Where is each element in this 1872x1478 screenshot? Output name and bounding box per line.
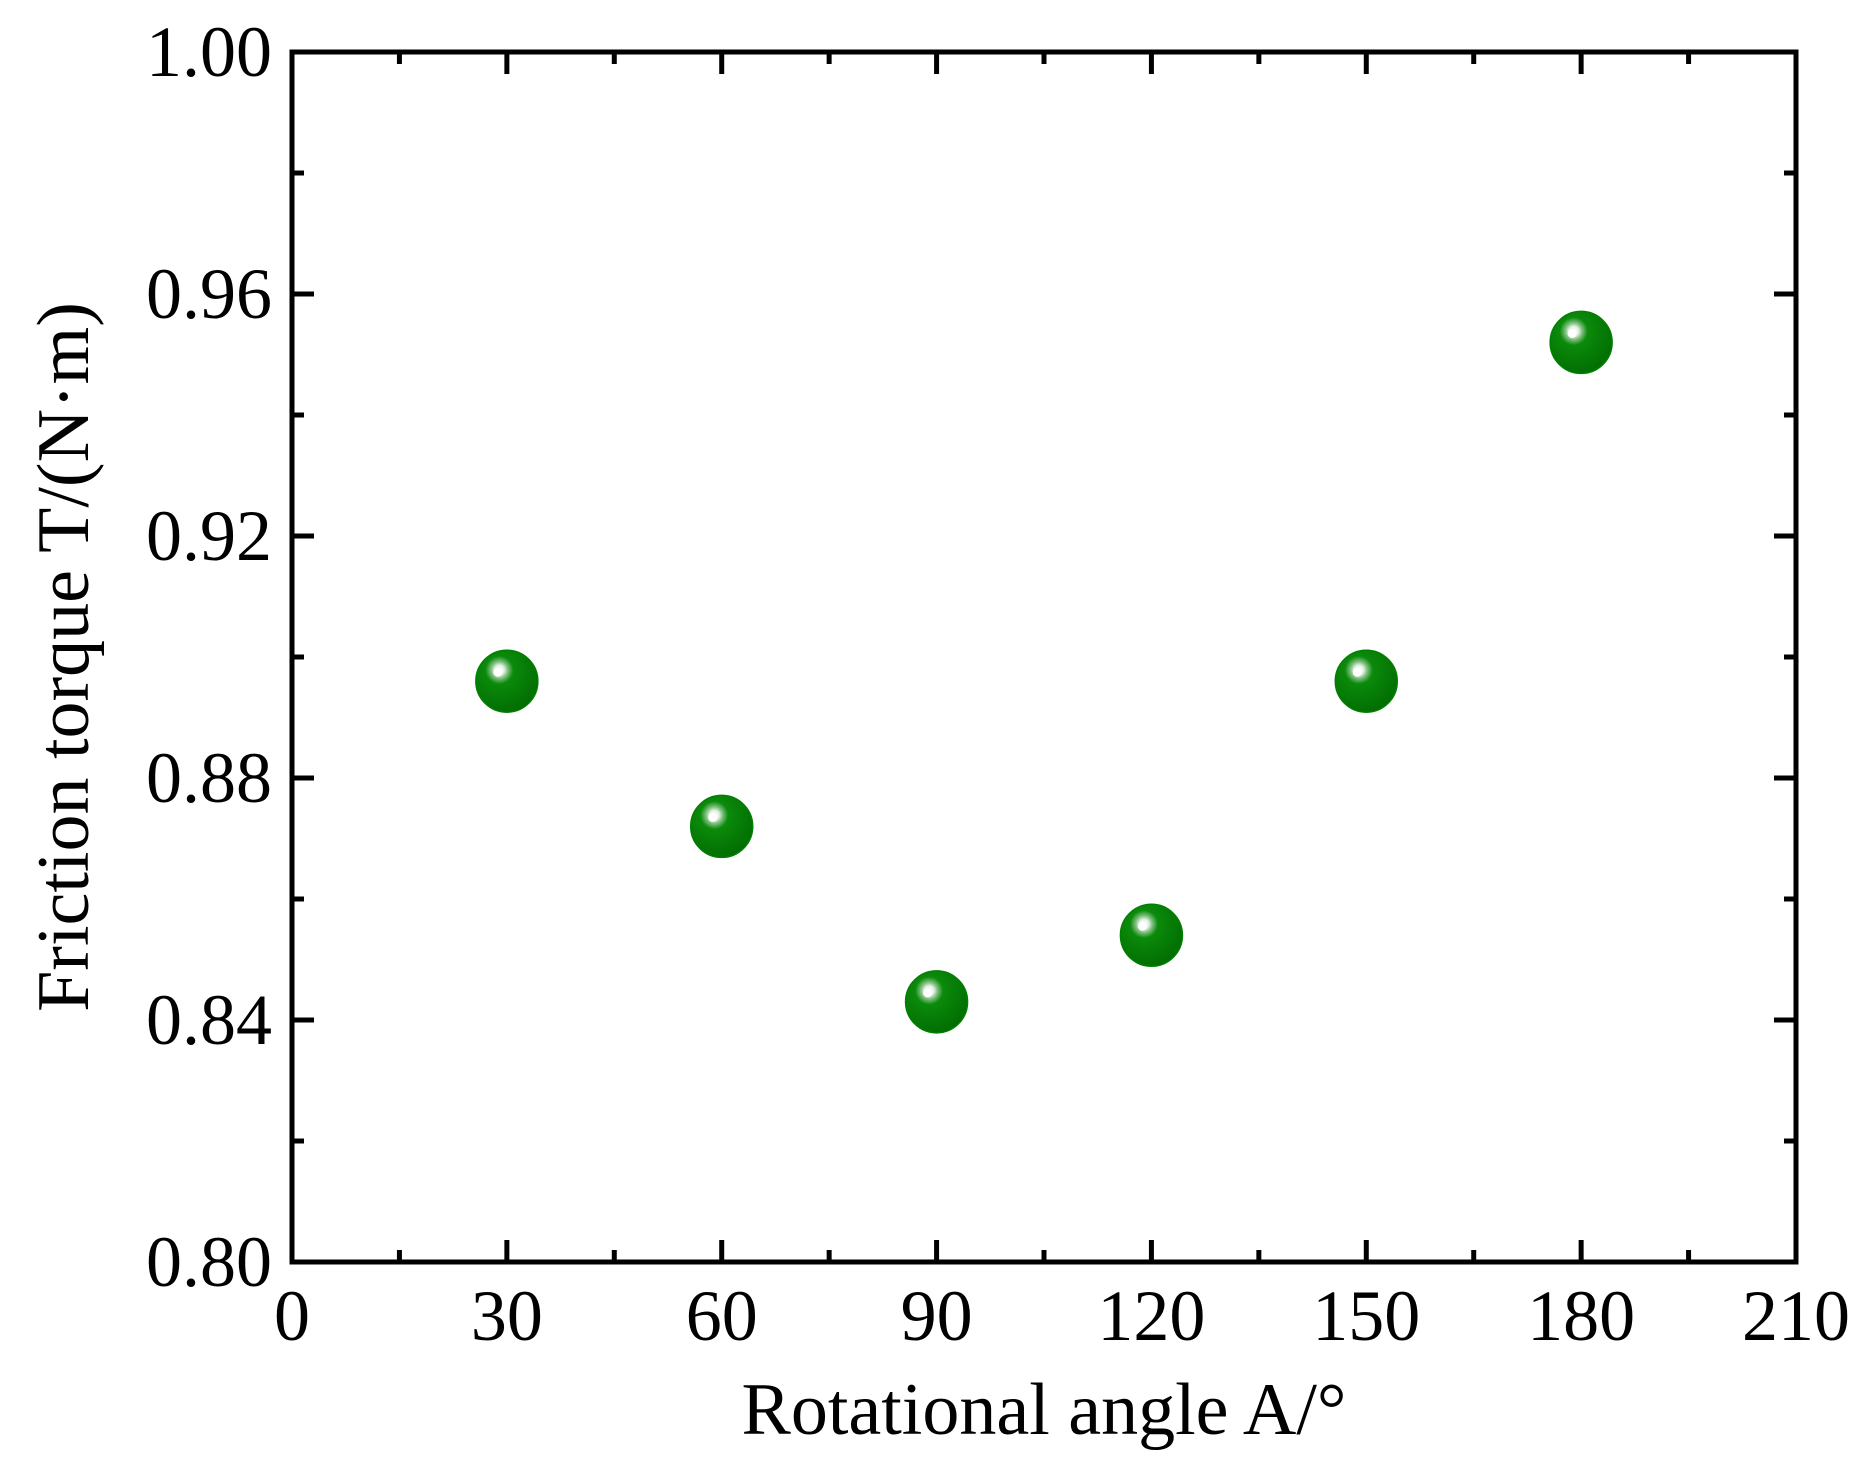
x-tick-label: 180	[1527, 1276, 1635, 1356]
x-tick-label: 60	[686, 1276, 758, 1356]
data-point-marker	[1334, 649, 1399, 713]
data-point	[689, 794, 754, 859]
y-tick-label: 0.84	[146, 980, 272, 1060]
y-tick-label: 1.00	[146, 12, 272, 92]
y-axis-title: Friction torque T/(N·m)	[23, 302, 105, 1012]
x-tick-label: 0	[274, 1276, 310, 1356]
data-points	[475, 310, 1613, 1034]
y-tick-label: 0.88	[146, 738, 272, 818]
x-tick-label: 210	[1742, 1276, 1850, 1356]
data-point-highlight	[1352, 667, 1362, 677]
data-point	[1549, 310, 1613, 375]
x-tick-label: 120	[1097, 1276, 1205, 1356]
plot-frame	[289, 49, 1799, 1265]
y-tick-label: 0.96	[146, 254, 272, 334]
x-axis-title: Rotational angle A/°	[741, 1369, 1346, 1451]
x-tick-label: 30	[471, 1276, 543, 1356]
data-point	[475, 649, 539, 713]
data-point-marker	[1549, 310, 1613, 375]
data-point-highlight	[1567, 328, 1577, 338]
y-tick-label: 0.80	[146, 1222, 272, 1302]
x-tick-label: 150	[1312, 1276, 1420, 1356]
data-point-highlight	[923, 988, 933, 998]
y-tick-label: 0.92	[146, 496, 272, 576]
data-point-marker	[475, 649, 539, 713]
data-point	[904, 970, 969, 1034]
data-point	[1334, 649, 1399, 713]
data-point-highlight	[708, 812, 718, 822]
data-point-marker	[1119, 903, 1184, 968]
data-point-marker	[689, 794, 754, 859]
data-point-highlight	[1137, 921, 1147, 931]
x-tick-label: 90	[901, 1276, 973, 1356]
data-point-marker	[904, 970, 969, 1034]
data-point-highlight	[493, 667, 503, 677]
y-tick-labels: 0.80 0.84 0.88 0.92 0.96 1.00	[146, 12, 272, 1302]
data-point	[1119, 903, 1184, 968]
x-tick-labels: 0 30 60 90 120 150 180 210	[274, 1276, 1850, 1356]
